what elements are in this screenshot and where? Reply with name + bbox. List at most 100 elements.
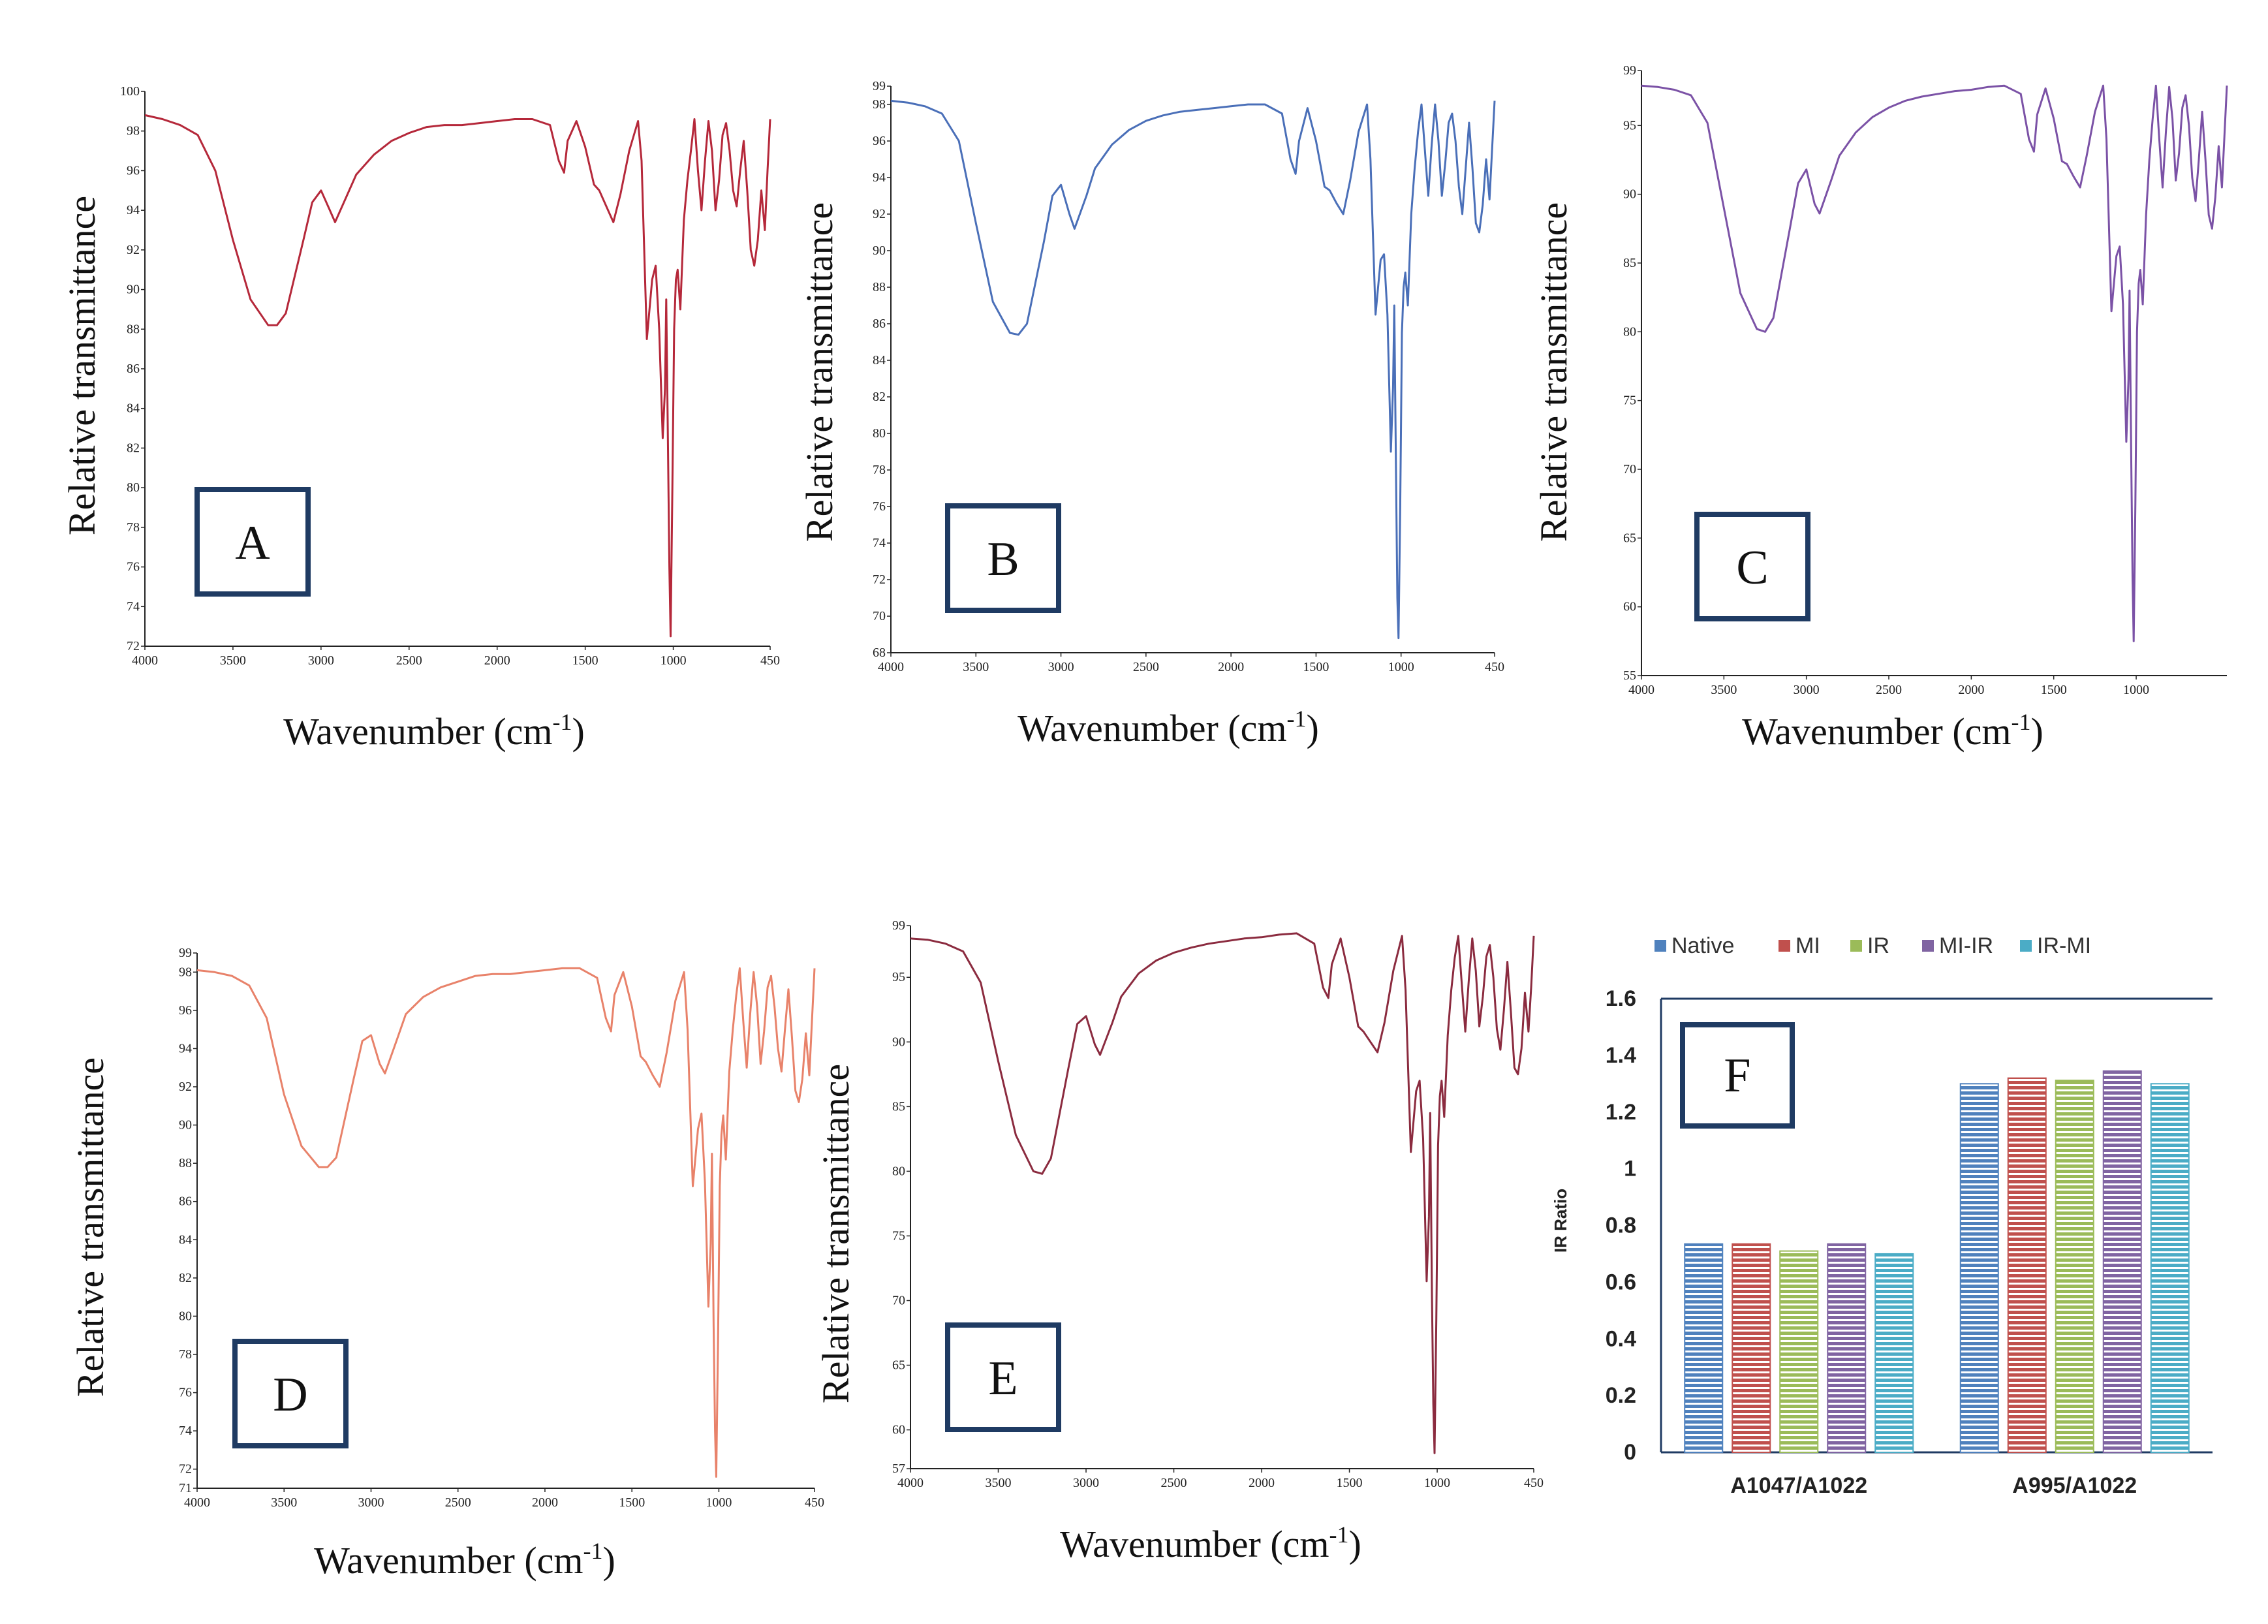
y-tick-label: 0.6 xyxy=(1606,1270,1636,1294)
y-tick-label: 72 xyxy=(179,1462,192,1476)
y-tick-label: 85 xyxy=(1623,256,1636,270)
x-tick-label: 2500 xyxy=(1876,683,1902,697)
y-axis-title: Relative transmittance xyxy=(1532,202,1575,542)
spectrum-line-a xyxy=(144,114,771,638)
x-tick-label: 1500 xyxy=(572,653,598,668)
legend-swatch-mi xyxy=(1779,940,1790,952)
x-tick-label: 1000 xyxy=(2123,683,2149,697)
y-tick-label: 76 xyxy=(873,499,886,514)
x-tick-label: 2000 xyxy=(1249,1476,1275,1490)
y-tick-label: 99 xyxy=(892,918,905,933)
x-tick-label: 2000 xyxy=(1218,660,1244,674)
x-tick-label: 3000 xyxy=(1048,660,1074,674)
panel-label-box xyxy=(1694,512,1810,621)
y-tick-label: 94 xyxy=(127,203,140,217)
legend-label-ir-mi: IR-MI xyxy=(2037,933,2091,958)
panel-label: A xyxy=(235,516,270,570)
y-tick-label: 74 xyxy=(179,1424,192,1438)
x-tick-label: 1500 xyxy=(1303,660,1329,674)
panel-label: E xyxy=(988,1352,1017,1405)
y-tick-label: 60 xyxy=(892,1423,905,1437)
y-tick-label: 99 xyxy=(1623,63,1636,78)
y-tick-label: 96 xyxy=(179,1003,192,1018)
y-tick-label: 85 xyxy=(892,1099,905,1114)
legend-label-mi-ir: MI-IR xyxy=(1939,933,1993,958)
bar-ir-mi-2 xyxy=(2150,1083,2190,1453)
y-tick-label: 96 xyxy=(873,134,886,148)
y-tick-label: 88 xyxy=(127,322,140,336)
y-tick-label: 72 xyxy=(873,572,886,587)
x-tick-label: 450 xyxy=(1524,1476,1544,1490)
spectrum-line-d xyxy=(196,967,816,1478)
y-tick-label: 98 xyxy=(873,97,886,112)
y-tick-label: 0.8 xyxy=(1606,1213,1636,1238)
y-tick-label: 75 xyxy=(1623,394,1636,408)
y-tick-label: 98 xyxy=(127,124,140,138)
x-axis-title: Wavenumber (cm-1) xyxy=(283,709,585,753)
y-axis-title: Relative transmittance xyxy=(69,1057,112,1397)
y-tick-label: 0.2 xyxy=(1606,1383,1636,1408)
y-tick-label: 65 xyxy=(892,1358,905,1373)
x-tick-label: 3500 xyxy=(271,1495,297,1510)
y-tick-label: 80 xyxy=(873,426,886,441)
y-tick-label: 70 xyxy=(1623,462,1636,476)
y-tick-label: 74 xyxy=(873,536,886,550)
bar-mi-2 xyxy=(2007,1077,2047,1453)
x-tick-label: 3000 xyxy=(1073,1476,1099,1490)
legend-label-mi: MI xyxy=(1795,933,1820,958)
y-axis-title: Relative transmittance xyxy=(798,202,841,542)
y-tick-label: 86 xyxy=(127,362,140,376)
legend-label-native: Native xyxy=(1671,933,1734,958)
panel-label-box xyxy=(1680,1022,1795,1129)
y-tick-label: 88 xyxy=(179,1156,192,1170)
panel-label-box xyxy=(945,503,1061,613)
y-tick-label: 76 xyxy=(179,1386,192,1400)
panel-label-box xyxy=(945,1322,1061,1432)
bar-mi-1 xyxy=(1732,1243,1771,1453)
x-axis-title: Wavenumber (cm-1) xyxy=(314,1538,615,1582)
y-tick-label: 94 xyxy=(873,170,886,185)
y-tick-label: 65 xyxy=(1623,531,1636,545)
y-tick-label: 74 xyxy=(127,599,140,614)
y-tick-label: 80 xyxy=(892,1164,905,1178)
panel-label: C xyxy=(1736,541,1768,595)
x-tick-label: 3500 xyxy=(986,1476,1012,1490)
x-axis-title: Wavenumber (cm-1) xyxy=(1060,1522,1361,1565)
x-category-label: A1047/A1022 xyxy=(1730,1473,1867,1498)
bar-panel-f: 0 0.2 0.4 0.6 0.8 1 1.2 1.4 1.6 IR Ratio A1047/A10… xyxy=(1551,933,2213,1498)
x-tick-label: 2500 xyxy=(396,653,422,668)
y-tick-label: 78 xyxy=(873,463,886,477)
y-tick-label: 76 xyxy=(127,560,140,574)
x-axis-title: Wavenumber (cm-1) xyxy=(1017,706,1319,749)
spectrum-line-e xyxy=(910,932,1535,1454)
bar-ir-1 xyxy=(1779,1250,1819,1453)
x-tick-label: 2000 xyxy=(484,653,510,668)
y-tick-label: 92 xyxy=(873,207,886,221)
x-tick-label: 450 xyxy=(805,1495,824,1510)
x-tick-label: 2500 xyxy=(1133,660,1159,674)
y-tick-label: 90 xyxy=(892,1035,905,1049)
y-tick-label: 90 xyxy=(127,283,140,297)
y-tick-label: 82 xyxy=(127,441,140,455)
x-tick-label: 4000 xyxy=(878,660,904,674)
x-tick-label: 1500 xyxy=(2041,683,2067,697)
panel-label-box xyxy=(194,487,311,597)
y-tick-label: 94 xyxy=(179,1041,192,1055)
x-tick-label: 2500 xyxy=(1161,1476,1187,1490)
panel-label: B xyxy=(987,533,1019,586)
x-tick-label: 450 xyxy=(1485,660,1504,674)
y-tick-label: 80 xyxy=(179,1309,192,1323)
legend-swatch-ir xyxy=(1850,940,1862,952)
y-tick-label: 1.6 xyxy=(1606,986,1636,1011)
y-axis-title: Relative transmittance xyxy=(815,1064,857,1403)
y-tick-label: 90 xyxy=(1623,187,1636,202)
y-tick-label: 95 xyxy=(1623,118,1636,133)
spectrum-panel-e: 57 60 65 70 75 80 85 90 95 99 4000 3500 3000 2500 2000… xyxy=(815,918,1544,1565)
x-tick-label: 3000 xyxy=(1794,683,1820,697)
y-tick-label: 86 xyxy=(873,317,886,331)
y-tick-label: 84 xyxy=(127,401,140,416)
bar-ir-2 xyxy=(2055,1080,2094,1453)
spectrum-panel-b: 68 70 72 74 76 78 80 82 84 86 88 90 92 94 96 98 99 4000 35… xyxy=(798,79,1504,749)
y-tick-label: 78 xyxy=(127,520,140,535)
